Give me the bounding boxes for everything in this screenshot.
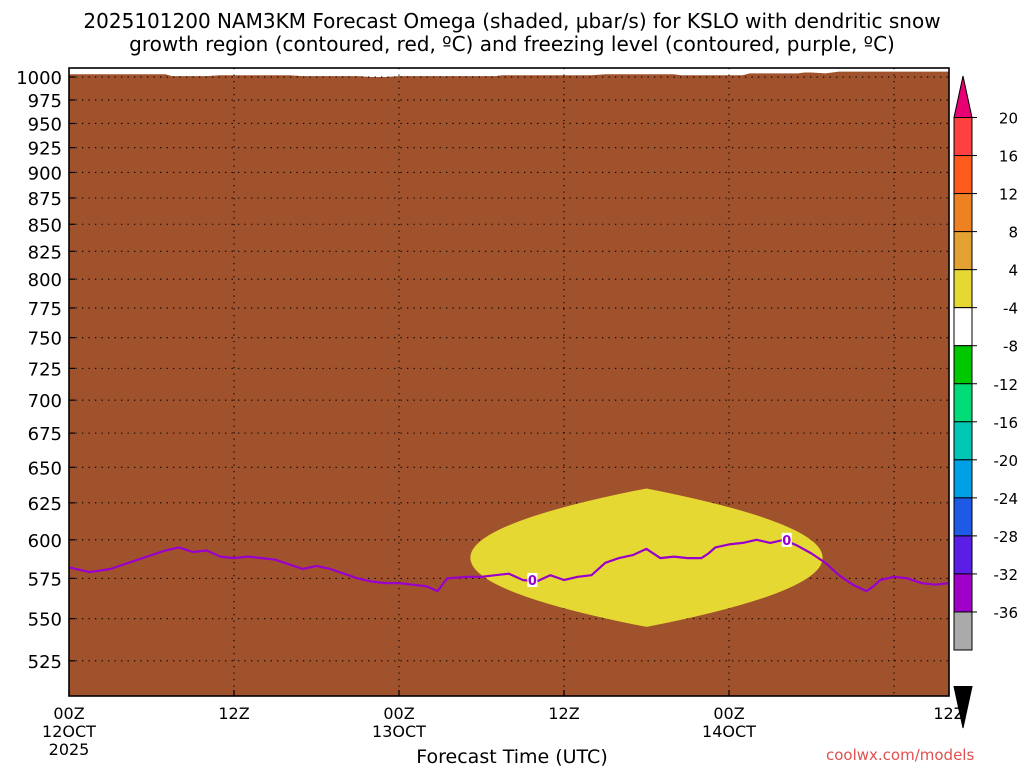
colorbar-segment [953,307,973,347]
credit-text: coolwx.com/models [826,746,975,764]
x-tick-label: 2025 [49,740,90,759]
chart-title-line-1: 2025101200 NAM3KM Forecast Omega (shaded… [83,9,941,33]
colorbar-triangle-bottom [953,686,973,729]
y-tick-label: 625 [28,494,62,515]
y-tick-label: 925 [28,139,62,160]
terrain-fill [69,71,949,697]
y-tick-label: 975 [28,91,62,112]
x-tick-label: 14OCT [702,722,756,741]
colorbar-segment [953,573,973,613]
colorbar-segment [953,611,973,651]
y-tick-label: 900 [28,163,62,184]
colorbar-label: 16 [999,148,1018,166]
x-axis-label: Forecast Time (UTC) [416,746,608,768]
colorbar-label: -4 [1003,300,1018,318]
colorbar-segment [953,193,973,233]
freezing-level-label: 0 [782,534,791,549]
colorbar-segment [953,421,973,461]
y-tick-label: 675 [28,424,62,445]
y-tick-label: 575 [28,569,62,590]
x-tick-label: 12Z [548,704,579,723]
y-tick-label: 725 [28,359,62,380]
y-tick-label: 525 [28,652,62,673]
colorbar-label: 8 [1008,224,1018,242]
y-tick-label: 800 [28,270,62,291]
colorbar-label: -28 [994,528,1019,546]
y-tick-label: 1000 [16,68,62,89]
y-tick-label: 650 [28,458,62,479]
contour-label-bg [527,572,538,587]
y-tick-label: 600 [28,531,62,552]
colorbar-label: -8 [1003,338,1018,356]
x-tick-label: 00Z [383,704,414,723]
y-tick-label: 775 [28,299,62,320]
x-tick-label: 12Z [933,704,964,723]
y-tick-label: 700 [28,391,62,412]
colorbar-label: -32 [994,566,1019,584]
colorbar-segment [953,535,973,575]
colorbar-label: -16 [994,414,1019,432]
colorbar-segment [953,155,973,195]
colorbar-segment [953,383,973,423]
colorbar-segment [953,345,973,385]
colorbar-segment [953,117,973,157]
x-tick-label: 12Z [218,704,249,723]
omega-shaded-region [470,488,823,627]
y-tick-label: 750 [28,329,62,350]
colorbar-segment [953,231,973,271]
y-tick-label: 850 [28,215,62,236]
y-tick-label: 550 [28,610,62,631]
contour-label-bg [781,532,792,547]
colorbar-label: -36 [994,604,1019,622]
colorbar-label: -20 [994,452,1019,470]
colorbar-label: 4 [1008,262,1018,280]
colorbar-segment [953,497,973,537]
x-tick-label: 13OCT [372,722,426,741]
freezing-level-line [68,538,950,593]
y-tick-label: 825 [28,242,62,263]
colorbar-label: -24 [994,490,1019,508]
chart-title-line-2: growth region (contoured, red, ºC) and f… [129,32,895,56]
colorbar-label: 20 [999,110,1018,128]
colorbar-segment [953,459,973,499]
y-tick-label: 950 [28,114,62,135]
colorbar-label: -12 [994,376,1019,394]
freezing-level-label: 0 [528,574,537,589]
plot-frame [68,67,950,697]
colorbar-segment [953,269,973,309]
x-tick-label: 00Z [53,704,84,723]
colorbar-triangle-top [953,75,973,118]
colorbar-label: 12 [999,186,1018,204]
x-tick-label: 00Z [713,704,744,723]
x-tick-label: 12OCT [42,722,96,741]
y-tick-label: 875 [28,189,62,210]
